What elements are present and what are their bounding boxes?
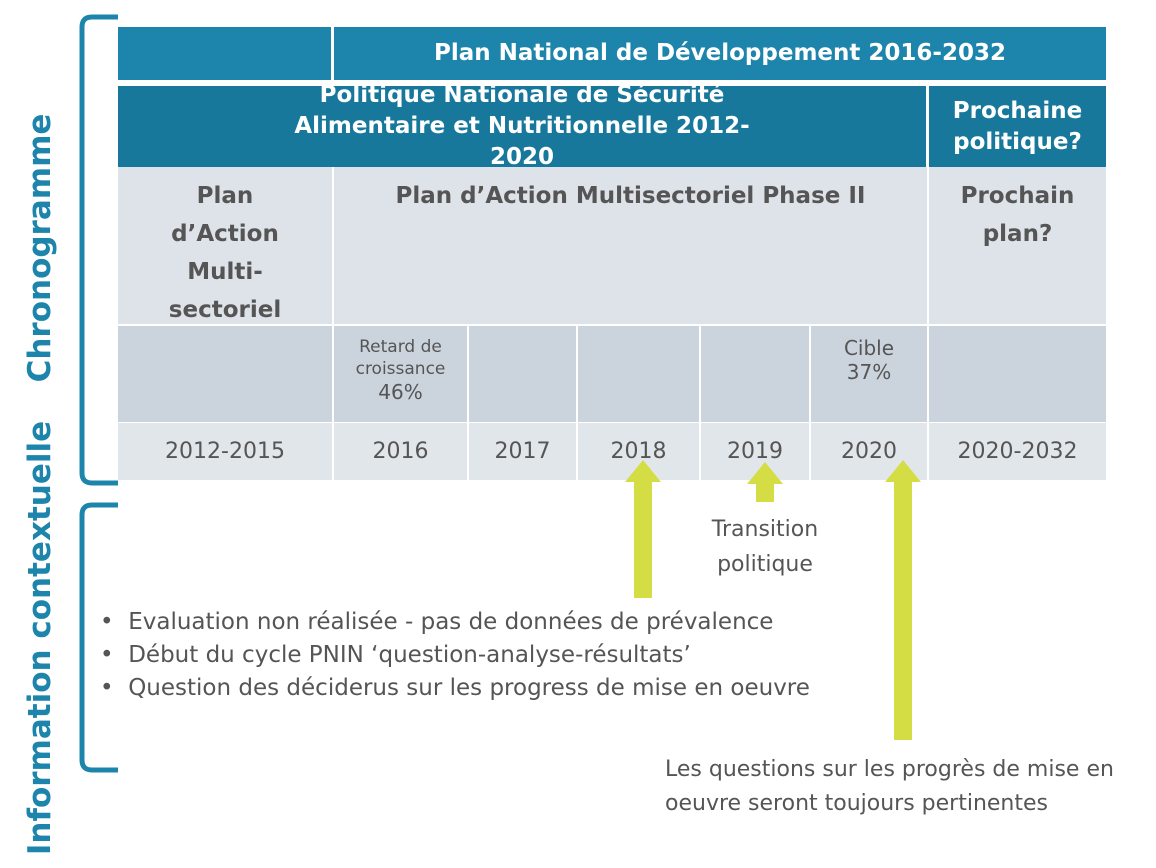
bullet-text: Début du cycle PNIN ‘question-analyse-ré… <box>128 642 691 668</box>
cell-value: 37% <box>846 360 892 384</box>
year-cell: 2012-2015 <box>118 423 332 480</box>
bullet: • Evaluation non réalisée - pas de donné… <box>100 609 774 635</box>
cell <box>929 326 1106 422</box>
bullet-text: Question des déciderus sur les progress … <box>128 675 810 701</box>
cell: Retard de croissance 46% <box>334 326 467 422</box>
transition-label: Transition politique <box>711 517 819 577</box>
header-cell: Politique Nationale de Sécurité Alimenta… <box>118 82 926 170</box>
year-cell: 2016 <box>334 423 467 480</box>
cell <box>118 326 332 422</box>
header-cell: Prochaine politique? <box>929 86 1106 167</box>
arrow <box>894 482 912 740</box>
bracket <box>79 14 118 486</box>
cell: Plan d’Action Multisectoriel Phase II <box>334 167 927 324</box>
bracket <box>79 502 118 773</box>
cell <box>578 326 699 422</box>
year-cell: 2017 <box>469 423 576 480</box>
cell-label: Cible <box>843 336 895 360</box>
cell-label: Retard de croissance <box>355 337 446 379</box>
cell <box>701 326 809 422</box>
note: Les questions sur les progrès de mise en… <box>665 757 1114 816</box>
header-cell <box>118 27 331 80</box>
header-cell: Plan National de Développement 2016-2032 <box>334 27 1106 80</box>
cell: Prochain plan? <box>929 167 1106 324</box>
cell: Cible 37% <box>811 326 927 422</box>
bullet: • Question des déciderus sur les progres… <box>100 675 810 701</box>
arrow-head <box>747 462 783 484</box>
arrow <box>634 482 652 598</box>
cell: Plan d’Action Multi-sectoriel Phase I <box>118 167 332 361</box>
year-cell: 2020-2032 <box>929 423 1106 480</box>
cell-value: 46% <box>378 380 423 404</box>
arrow-head <box>885 460 921 482</box>
arrow-head <box>625 460 661 482</box>
bullet: • Début du cycle PNIN ‘question-analyse-… <box>100 642 691 668</box>
cell <box>469 326 576 422</box>
arrow <box>756 484 774 502</box>
bullet-text: Evaluation non réalisée - pas de données… <box>128 609 774 635</box>
